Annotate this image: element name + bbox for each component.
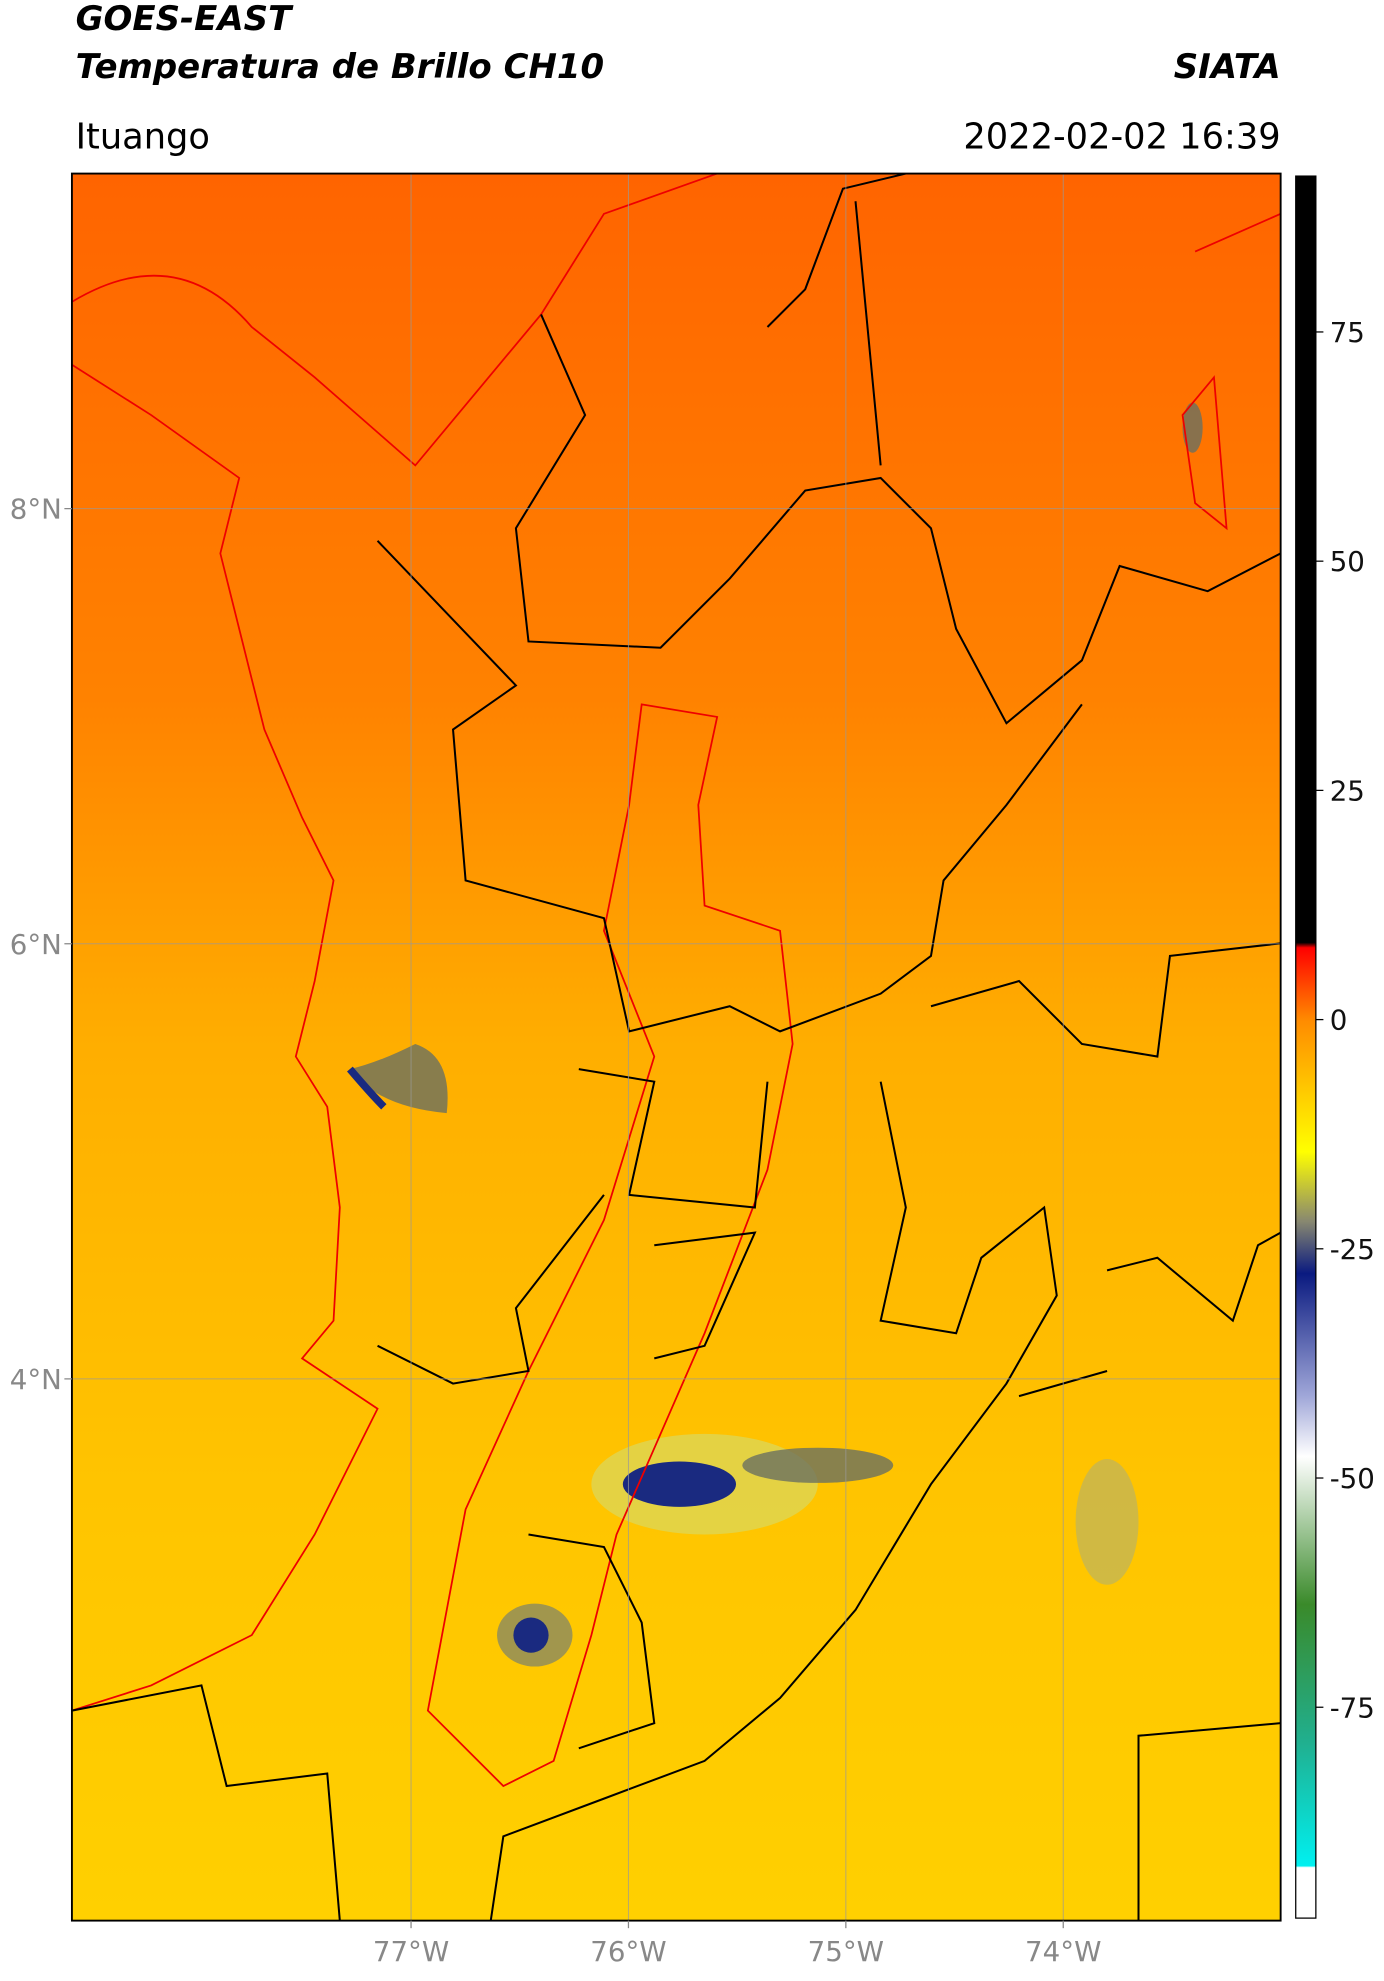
x-tick-label: 75°W <box>808 1935 884 1968</box>
colorbar <box>1295 175 1317 1919</box>
cloud <box>1182 402 1203 453</box>
admin-border <box>489 1081 1058 1921</box>
x-tick-label: 77°W <box>373 1935 449 1968</box>
temperature-field <box>71 173 1281 1921</box>
coastline <box>1181 213 1281 531</box>
cloud-core <box>513 1617 549 1653</box>
coastline <box>71 364 379 1712</box>
x-tick-label: 74°W <box>1025 1935 1101 1968</box>
colorbar-tick-label: -25 <box>1330 1233 1375 1266</box>
colorbar-tick-label: -75 <box>1330 1691 1375 1724</box>
subtitle: Temperatura de Brillo CH10 <box>76 47 604 87</box>
admin-border <box>766 173 1281 1058</box>
coastline <box>71 173 718 467</box>
y-tick-label: 8°N <box>10 493 62 526</box>
x-tick-label: 76°W <box>590 1935 666 1968</box>
y-tick-label: 4°N <box>10 1363 62 1396</box>
source: SIATA <box>1174 47 1281 87</box>
cloud-core <box>622 1461 737 1507</box>
title: GOES-EAST <box>76 0 294 39</box>
cloud <box>742 1447 894 1483</box>
colorbar-tick-label: -50 <box>1330 1462 1375 1495</box>
admin-border <box>376 540 1083 1033</box>
colorbar-tick-label: 50 <box>1330 545 1365 578</box>
location: Ituango <box>76 116 210 157</box>
colorbar-tick-label: 25 <box>1330 774 1365 807</box>
cloud-core <box>347 1066 387 1110</box>
admin-border <box>377 1068 769 1385</box>
map-area <box>71 173 1281 1921</box>
colorbar-tick-label: 75 <box>1330 316 1365 349</box>
department-boundary <box>426 703 794 1788</box>
datetime: 2022-02-02 16:39 <box>963 116 1280 157</box>
y-tick-label: 6°N <box>10 928 62 961</box>
admin-border <box>514 314 1281 725</box>
cloud <box>1075 1459 1139 1585</box>
cloud <box>349 1043 448 1114</box>
map-frame <box>70 172 1282 1922</box>
colorbar-tick-label: 0 <box>1330 1004 1348 1037</box>
graticule <box>71 173 1281 1921</box>
